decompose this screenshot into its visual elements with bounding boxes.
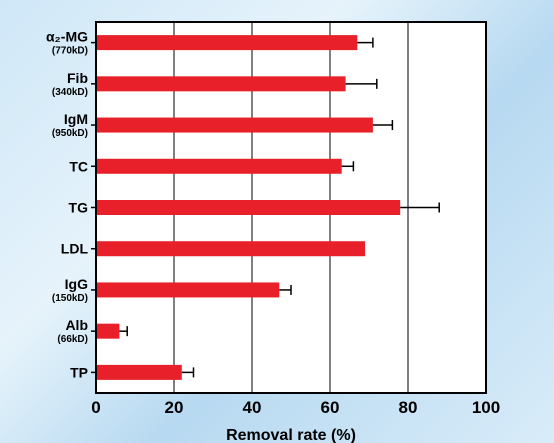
bar xyxy=(96,282,280,298)
x-axis-title: Removal rate (%) xyxy=(226,427,356,443)
y-category-label: IgM xyxy=(64,111,88,127)
bar xyxy=(96,364,182,380)
y-category-sublabel: (950kD) xyxy=(52,128,88,139)
y-category-label: TC xyxy=(69,158,88,174)
x-tick-label: 60 xyxy=(321,398,340,417)
y-category-sublabel: (150kD) xyxy=(52,293,88,304)
bars xyxy=(96,35,401,380)
y-category-sublabel: (770kD) xyxy=(52,46,88,57)
x-tick-label: 40 xyxy=(243,398,262,417)
bar xyxy=(96,241,366,257)
x-tick-label: 100 xyxy=(472,398,500,417)
bar xyxy=(96,158,342,174)
x-tick-label: 20 xyxy=(165,398,184,417)
bar xyxy=(96,35,358,51)
x-tick-label: 80 xyxy=(399,398,418,417)
error-bars xyxy=(119,37,440,378)
bar xyxy=(96,76,346,92)
y-category-label: Alb xyxy=(65,317,88,333)
y-axis-labels: α₂-MG(770kD) Fib(340kD) IgM(950kD) TC TG LDL I… xyxy=(46,29,88,381)
bar xyxy=(96,200,401,215)
y-category-sublabel: (340kD) xyxy=(52,87,88,98)
y-category-label: TP xyxy=(70,364,88,380)
y-category-label: TG xyxy=(69,200,89,216)
bar xyxy=(96,117,373,133)
y-category-label: LDL xyxy=(61,241,89,257)
x-axis-tick-labels: 0 20 40 60 80 100 xyxy=(91,398,500,417)
y-category-sublabel: (66kD) xyxy=(57,334,88,345)
bar xyxy=(96,323,120,339)
x-tick-label: 0 xyxy=(91,398,100,417)
y-category-label: Fib xyxy=(67,70,88,86)
y-category-label: α₂-MG xyxy=(46,29,88,45)
y-axis-ticks xyxy=(91,41,96,374)
y-category-label: IgG xyxy=(65,276,88,292)
